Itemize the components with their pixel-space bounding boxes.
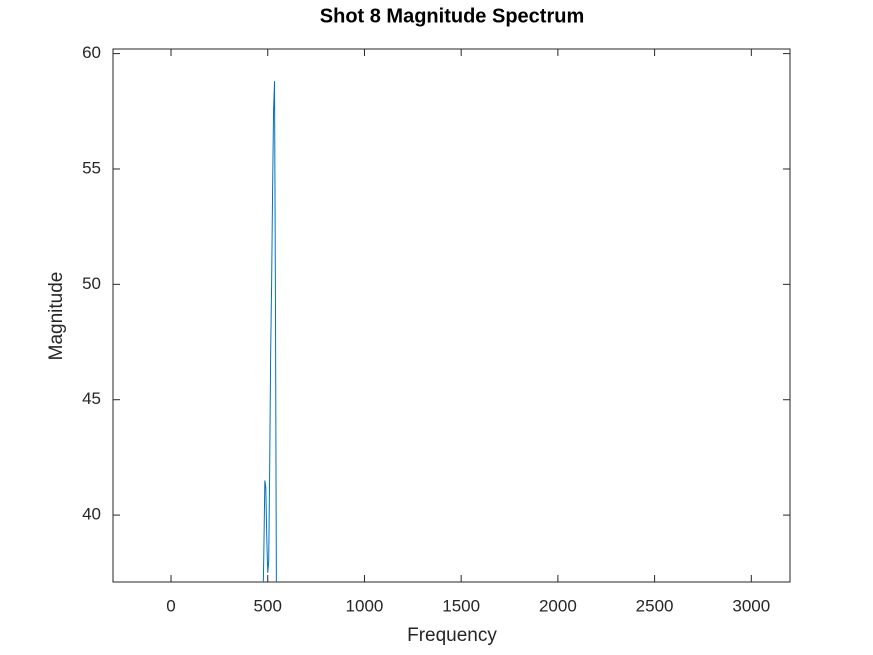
y-tick-label: 55 [82,158,101,177]
x-axis-label: Frequency [407,625,497,646]
chart-title: Shot 8 Magnitude Spectrum [320,5,584,27]
x-tick-label: 0 [166,596,175,615]
x-tick-label: 2500 [636,596,674,615]
x-tick-label: 2000 [539,596,577,615]
plot-area [112,48,791,583]
y-axis-label: Magnitude [46,272,67,361]
y-tick-label: 45 [82,389,101,408]
x-tick-label: 1000 [346,596,384,615]
y-tick-label: 60 [82,43,101,62]
x-tick-label: 3000 [732,596,770,615]
line-series [262,81,277,582]
x-tick-label: 1500 [442,596,480,615]
x-tick-label: 500 [254,596,282,615]
y-tick-label: 50 [82,274,101,293]
y-tick-label: 40 [82,505,101,524]
